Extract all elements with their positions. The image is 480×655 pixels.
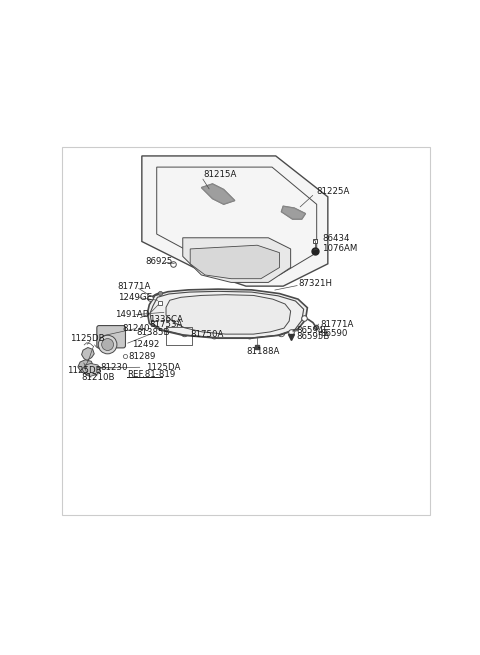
Polygon shape [281,206,305,219]
Text: 81240: 81240 [122,324,150,333]
Text: 81771A: 81771A [118,282,151,291]
Polygon shape [183,238,290,282]
Text: 86925: 86925 [145,257,173,267]
FancyBboxPatch shape [175,301,196,318]
Polygon shape [202,184,235,204]
Text: 81225A: 81225A [317,187,350,196]
Circle shape [102,339,114,350]
Text: 1336CA: 1336CA [148,315,182,324]
Polygon shape [166,295,290,334]
Text: 81771A: 81771A [321,320,354,329]
Polygon shape [202,184,235,204]
Text: 86434: 86434 [322,234,350,243]
Circle shape [98,335,117,354]
FancyBboxPatch shape [62,147,430,515]
Text: 12492: 12492 [132,341,159,349]
Text: 1125DA: 1125DA [145,363,180,372]
Polygon shape [281,206,305,219]
Text: 81750A: 81750A [190,330,224,339]
Polygon shape [78,360,94,373]
Text: 81289: 81289 [128,352,156,360]
Polygon shape [190,245,279,278]
Text: 81753A: 81753A [149,320,183,329]
Text: 1076AM: 1076AM [322,244,358,253]
Text: 1125DB: 1125DB [67,366,101,375]
Text: 81215A: 81215A [203,170,237,179]
Text: 86594F: 86594F [296,326,329,335]
Polygon shape [82,348,94,360]
Text: 87321H: 87321H [298,278,332,288]
Text: 81188A: 81188A [246,346,279,356]
Polygon shape [147,289,307,338]
Text: REF.81-819: REF.81-819 [127,370,175,379]
Text: 81385B: 81385B [136,328,170,337]
Text: 81210B: 81210B [82,373,115,382]
Text: 86590: 86590 [321,329,348,338]
Polygon shape [142,156,328,286]
Text: 1125DB: 1125DB [71,335,105,343]
Text: 86595B: 86595B [296,332,330,341]
FancyBboxPatch shape [97,326,125,348]
FancyBboxPatch shape [190,308,210,324]
Text: 1491AD: 1491AD [115,310,149,319]
Polygon shape [83,364,100,377]
Text: 81230: 81230 [100,364,128,373]
Text: 1249GE: 1249GE [118,293,152,302]
